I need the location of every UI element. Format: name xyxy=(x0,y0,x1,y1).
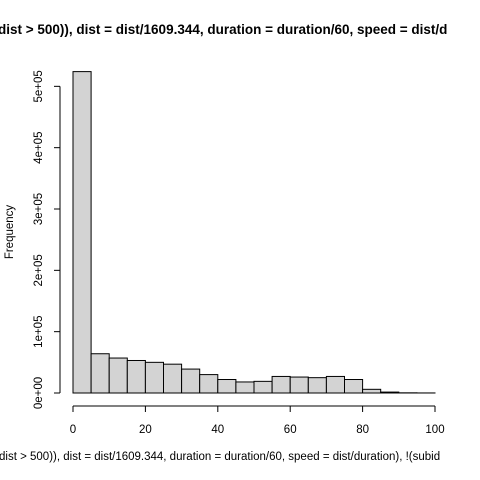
histogram-bar xyxy=(144,361,164,394)
histogram-bar xyxy=(217,379,237,394)
x-tick-label: 60 xyxy=(284,424,297,436)
y-tick-label: 3e+05 xyxy=(33,193,45,225)
x-tick-label: 100 xyxy=(425,424,444,436)
histogram-bar xyxy=(344,379,364,394)
histogram-bar xyxy=(108,357,128,394)
histogram-bar xyxy=(271,375,291,394)
x-tick-label: 0 xyxy=(70,424,76,436)
histogram-bar xyxy=(181,368,201,394)
histogram-bar xyxy=(362,388,382,394)
histogram-bar xyxy=(307,377,327,394)
histogram-bar xyxy=(163,363,183,394)
histogram-bar xyxy=(380,391,400,394)
x-axis-label: dist > 500)), dist = dist/1609.344, dura… xyxy=(0,451,440,463)
histogram-bar xyxy=(199,374,219,394)
histogram-bar xyxy=(325,375,345,394)
histogram-bar xyxy=(289,376,309,394)
histogram-bar xyxy=(72,71,92,394)
y-tick-label: 4e+05 xyxy=(33,132,45,164)
y-tick-label: 2e+05 xyxy=(33,254,45,286)
y-tick-label: 1e+05 xyxy=(33,316,45,348)
histogram-bar xyxy=(253,380,273,394)
chart-title: dist > 500)), dist = dist/1609.344, dura… xyxy=(0,22,447,37)
y-tick-label: 5e+05 xyxy=(33,70,45,102)
histogram-bar xyxy=(90,353,110,394)
x-tick-label: 80 xyxy=(356,424,369,436)
histogram-bar xyxy=(126,359,146,394)
y-axis-label: Frequency xyxy=(4,205,16,260)
y-tick-label: 0e+00 xyxy=(33,377,45,409)
x-axis: 0 20 40 60 80 100 xyxy=(70,405,445,436)
x-tick-label: 40 xyxy=(211,424,224,436)
x-tick-label: 20 xyxy=(139,424,152,436)
y-axis: 0e+00 1e+05 2e+05 3e+05 4e+05 5e+05 xyxy=(33,70,61,409)
histogram-bar xyxy=(235,381,255,394)
histogram-bars xyxy=(72,71,436,394)
